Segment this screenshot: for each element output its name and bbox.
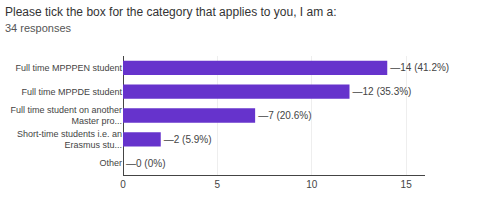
svg-text:5: 5 [215, 179, 221, 190]
svg-text:—14 (41.2%): —14 (41.2%) [390, 62, 449, 73]
svg-text:Full time MPPDE student: Full time MPPDE student [21, 87, 122, 97]
svg-text:Full time student on anotherMa: Full time student on anotherMaster pro..… [10, 105, 122, 127]
svg-text:Please tick the box for the ca: Please tick the box for the category tha… [5, 5, 337, 34]
svg-text:—12 (35.3%): —12 (35.3%) [353, 86, 412, 97]
svg-text:Short-time students i.e. anEra: Short-time students i.e. anErasmus stu..… [17, 129, 122, 151]
svg-text:Full time MPPPEN student: Full time MPPPEN student [15, 63, 122, 73]
svg-text:—7 (20.6%): —7 (20.6%) [258, 110, 311, 121]
svg-text:—2 (5.9%): —2 (5.9%) [164, 134, 212, 145]
svg-text:—0 (0%): —0 (0%) [126, 158, 165, 169]
svg-text:Other: Other [99, 158, 122, 168]
svg-text:10: 10 [306, 179, 318, 190]
svg-text:15: 15 [401, 179, 413, 190]
svg-text:0: 0 [120, 179, 126, 190]
